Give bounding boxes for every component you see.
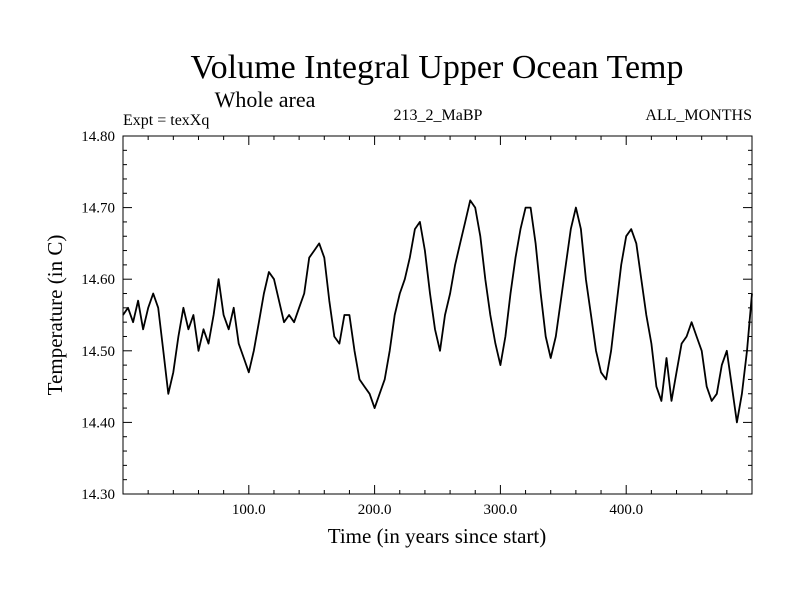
y-tick-label: 14.50 [81, 344, 115, 360]
x-tick-label: 300.0 [484, 502, 518, 518]
y-tick-label: 14.60 [81, 272, 115, 288]
y-tick-label: 14.40 [81, 415, 115, 431]
series-line-temperature [122, 199, 753, 424]
y-tick-label: 14.70 [81, 201, 115, 217]
x-tick-label: 100.0 [232, 502, 266, 518]
experiment-label: Expt = texXq [123, 112, 209, 129]
y-axis-label: Temperature (in C) [43, 235, 67, 396]
y-tick-label: 14.30 [81, 487, 115, 503]
x-axis-ticks: 100.0 200.0 300.0 400.0 [147, 136, 728, 518]
period-label: ALL_MONTHS [645, 107, 752, 124]
chart-subtitle: Whole area [215, 87, 316, 112]
run-label: 213_2_MaBP [394, 107, 483, 124]
plot-frame [122, 135, 753, 495]
y-tick-label: 14.80 [81, 129, 115, 145]
x-tick-label: 200.0 [358, 502, 392, 518]
x-tick-label: 400.0 [609, 502, 643, 518]
x-axis-label: Time (in years since start) [328, 524, 547, 548]
chart-title: Volume Integral Upper Ocean Temp [191, 49, 684, 86]
y-axis-ticks: 14.30 14.40 14.50 14.60 14.70 14.80 [81, 129, 752, 503]
